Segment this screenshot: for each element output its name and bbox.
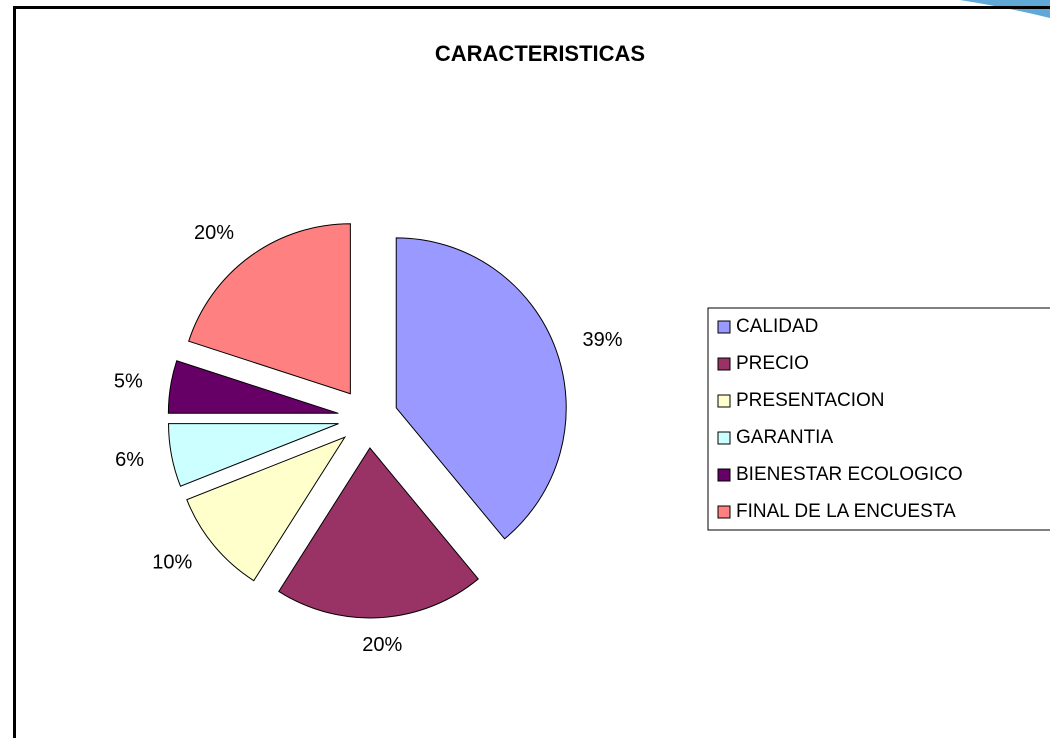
data-label: 10% [152, 552, 192, 574]
legend-swatch [717, 357, 731, 371]
legend-label: GARANTIA [736, 427, 833, 448]
pie-slice [186, 436, 347, 582]
data-label: 20% [194, 222, 234, 244]
pie-slice [278, 447, 479, 619]
legend-swatch [717, 431, 731, 445]
data-label: 39% [583, 329, 623, 351]
corner-decoration [960, 0, 1050, 18]
legend-label: CALIDAD [736, 316, 818, 337]
legend-label: BIENESTAR ECOLOGICO [736, 464, 963, 485]
pie-slice [168, 423, 339, 487]
legend-label: FINAL DE LA ENCUESTA [736, 501, 956, 522]
legend-swatch [717, 320, 731, 334]
legend-swatch [717, 394, 731, 408]
legend-label: PRECIO [736, 353, 809, 374]
legend-swatch [717, 505, 731, 519]
pie-slice [188, 223, 351, 395]
legend-swatch [717, 468, 731, 482]
legend-label: PRESENTACION [736, 390, 885, 411]
legend [707, 307, 1050, 531]
data-label: 6% [115, 449, 144, 471]
pie-slice [167, 360, 339, 414]
pie-slice [395, 237, 567, 540]
chart-title: CARACTERISTICAS [435, 41, 645, 66]
chart-frame [13, 6, 1050, 738]
data-label: 20% [362, 634, 402, 656]
data-label: 5% [114, 371, 143, 393]
